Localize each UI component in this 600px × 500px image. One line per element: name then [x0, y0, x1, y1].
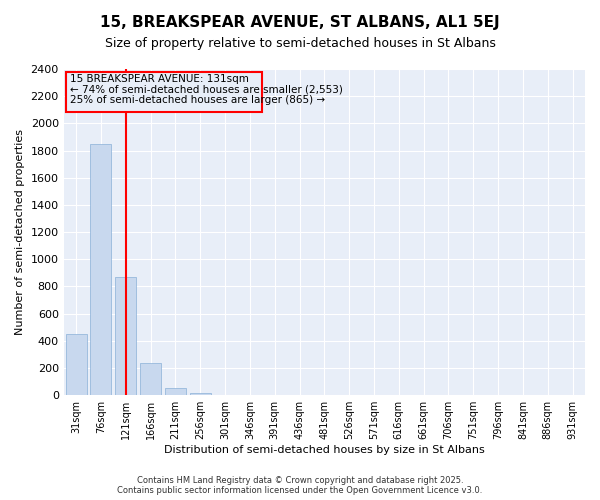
Text: ← 74% of semi-detached houses are smaller (2,553): ← 74% of semi-detached houses are smalle…	[70, 84, 343, 94]
Y-axis label: Number of semi-detached properties: Number of semi-detached properties	[15, 129, 25, 335]
Text: Size of property relative to semi-detached houses in St Albans: Size of property relative to semi-detach…	[104, 38, 496, 51]
Bar	[165, 388, 186, 395]
Bar	[190, 393, 211, 395]
Bar	[91, 144, 112, 395]
Text: Contains HM Land Registry data © Crown copyright and database right 2025.
Contai: Contains HM Land Registry data © Crown c…	[118, 476, 482, 495]
Text: 15 BREAKSPEAR AVENUE: 131sqm: 15 BREAKSPEAR AVENUE: 131sqm	[70, 74, 249, 84]
Text: 15, BREAKSPEAR AVENUE, ST ALBANS, AL1 5EJ: 15, BREAKSPEAR AVENUE, ST ALBANS, AL1 5E…	[100, 15, 500, 30]
Bar	[140, 364, 161, 395]
X-axis label: Distribution of semi-detached houses by size in St Albans: Distribution of semi-detached houses by …	[164, 445, 485, 455]
Bar	[115, 277, 136, 395]
Text: 25% of semi-detached houses are larger (865) →: 25% of semi-detached houses are larger (…	[70, 95, 325, 105]
Bar	[65, 334, 86, 395]
FancyBboxPatch shape	[66, 72, 262, 112]
